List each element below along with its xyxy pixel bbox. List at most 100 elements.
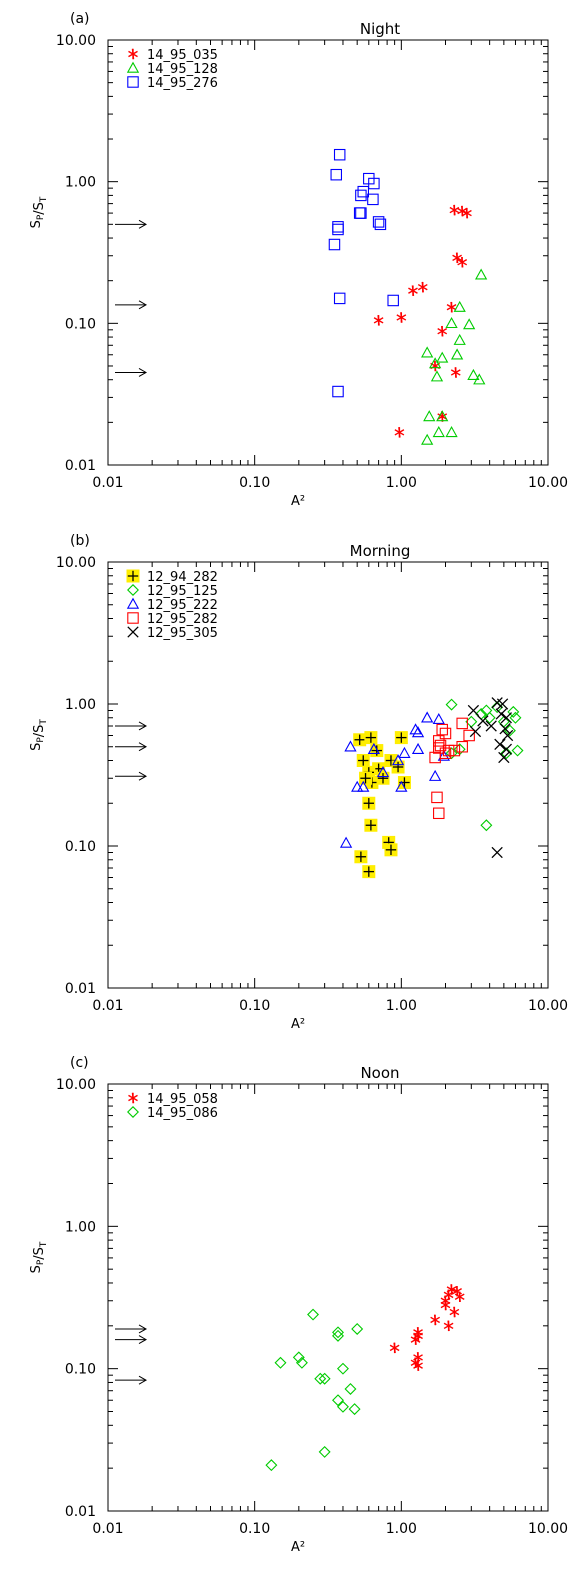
data-point: [292, 1351, 305, 1364]
data-point: [356, 754, 370, 768]
panel-label: (a): [70, 11, 90, 27]
legend-label: 12_95_125: [147, 584, 218, 599]
data-point: [332, 221, 344, 233]
legend-marker: [127, 584, 139, 596]
data-point: [351, 1323, 364, 1335]
chart-panel-night: 0.01 0.10 1.00 10.00 0.01 0.10 1.00 10.00 A² SP/S…: [29, 11, 568, 509]
data-point: [384, 843, 398, 857]
data-point: [439, 727, 452, 740]
data-point: [431, 791, 443, 804]
data-point: [355, 207, 367, 219]
arrow-marker: [115, 1335, 148, 1345]
arrow-marker: [115, 771, 148, 781]
data-point: [430, 370, 444, 382]
data-point: [462, 207, 472, 219]
data-point: [410, 1334, 421, 1345]
legend-label: 12_95_282: [147, 612, 218, 627]
x-tick-label: 10.00: [528, 475, 568, 491]
data-point: [398, 746, 411, 758]
legend-marker: [127, 612, 139, 624]
plot-frame: [107, 561, 549, 989]
data-point: [449, 204, 460, 216]
axis-ticks: [107, 40, 548, 466]
data-point: [449, 1306, 460, 1318]
data-point: [362, 796, 376, 810]
data-point: [363, 172, 375, 185]
legend-marker: [128, 48, 138, 60]
series-12_95_222: [339, 711, 451, 848]
data-point: [456, 717, 468, 730]
data-point: [450, 367, 461, 378]
data-point: [430, 1314, 441, 1326]
data-point: [469, 725, 482, 738]
data-point: [445, 747, 458, 760]
data-point: [428, 769, 442, 781]
data-point: [452, 252, 462, 264]
chart-panel-noon: 0.01 0.10 1.00 10.00 0.01 0.10 1.00 10.00 A² SP/S…: [29, 1055, 568, 1555]
legend: 12_94_28212_95_12512_95_22212_95_28212_9…: [126, 569, 218, 641]
data-point: [376, 771, 390, 785]
data-point: [421, 433, 434, 445]
data-point: [436, 351, 449, 363]
panel-label: (c): [70, 1055, 89, 1071]
data-point: [511, 744, 524, 757]
x-tick-label: 10.00: [528, 1521, 568, 1537]
y-tick-label: 10.00: [56, 555, 96, 571]
data-point: [413, 1360, 423, 1371]
x-tick-label: 10.00: [528, 998, 568, 1014]
legend-label: 12_95_222: [147, 598, 218, 613]
data-point: [429, 751, 441, 764]
series-14_95_276: [328, 148, 399, 398]
series-12_95_282: [429, 717, 475, 820]
data-point: [411, 742, 425, 754]
x-axis-label: A²: [291, 1540, 305, 1555]
data-point: [274, 1356, 287, 1369]
data-point: [500, 743, 513, 755]
data-point: [445, 698, 458, 711]
data-point: [453, 333, 466, 345]
data-point: [357, 780, 370, 792]
legend-marker: [127, 1106, 139, 1118]
data-point: [332, 1326, 344, 1339]
arrow-marker: [115, 721, 148, 731]
plot-frame: [107, 39, 549, 466]
y-tick-label: 0.10: [65, 1362, 96, 1378]
legend-label: 14_95_058: [147, 1092, 218, 1107]
y-axis-label: SP/ST: [29, 719, 49, 751]
data-point: [495, 708, 507, 720]
data-point: [364, 731, 378, 745]
data-point: [428, 357, 442, 369]
x-tick-label: 0.01: [92, 998, 123, 1014]
data-point: [498, 751, 510, 764]
legend-label: 14_95_128: [147, 62, 218, 77]
arrow-marker: [115, 1375, 148, 1385]
data-point: [367, 742, 381, 754]
data-point: [330, 168, 343, 181]
data-point: [432, 712, 445, 725]
data-point: [394, 731, 408, 745]
data-point: [364, 818, 378, 832]
data-point: [351, 780, 364, 792]
series-12_94_282: [353, 731, 411, 879]
data-point: [333, 292, 346, 305]
data-point: [432, 426, 445, 438]
data-point: [454, 1291, 465, 1303]
data-point: [446, 301, 457, 313]
data-point: [332, 1394, 344, 1407]
y-tick-label: 0.10: [65, 316, 96, 332]
data-point: [503, 724, 516, 737]
x-axis-label: A²: [291, 494, 305, 509]
data-point: [387, 294, 399, 307]
data-point: [442, 744, 455, 757]
data-point: [307, 1308, 320, 1321]
data-point: [463, 318, 476, 330]
data-point: [391, 754, 405, 766]
arrow-marker: [115, 368, 148, 377]
legend-label: 14_95_276: [147, 76, 218, 91]
panel-title: Noon: [360, 1064, 399, 1082]
x-tick-label: 1.00: [386, 998, 417, 1014]
data-point: [336, 1400, 349, 1413]
data-point: [491, 846, 503, 859]
